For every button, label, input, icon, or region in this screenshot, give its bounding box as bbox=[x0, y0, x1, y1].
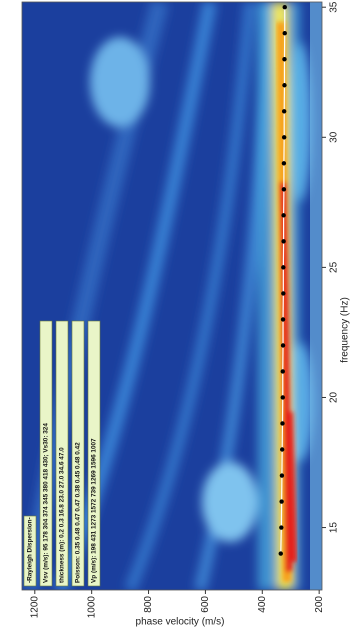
data-point bbox=[282, 187, 286, 191]
data-point bbox=[281, 213, 285, 217]
data-point bbox=[279, 499, 283, 503]
page: {"chart_data": { "type": "scatter", "x_l… bbox=[0, 0, 354, 642]
data-point bbox=[282, 57, 286, 61]
data-point bbox=[279, 525, 283, 529]
y-tick-label: 400 bbox=[257, 596, 268, 613]
data-point bbox=[281, 291, 285, 295]
data-point bbox=[279, 551, 283, 555]
y-axis-title: phase velocity (m/s) bbox=[136, 617, 225, 628]
x-tick-label: 20 bbox=[329, 391, 340, 403]
data-point bbox=[281, 317, 285, 321]
data-point bbox=[283, 5, 287, 9]
rotated-frame: -Rayleigh Dispersion- Vsv (m/s): 95 178 3… bbox=[22, 1, 351, 627]
y-tick-label: 800 bbox=[143, 596, 154, 613]
data-point bbox=[281, 395, 285, 399]
data-point bbox=[282, 135, 286, 139]
data-point bbox=[281, 369, 285, 373]
legend-text: thickness (m): 0.2 0.3 16.8 23.0 27.0 34… bbox=[59, 447, 66, 583]
y-tick-label: 1000 bbox=[86, 596, 97, 619]
x-axis-title: frequency (Hz) bbox=[340, 297, 351, 363]
data-point bbox=[282, 109, 286, 113]
x-tick-label: 15 bbox=[329, 522, 340, 534]
data-point bbox=[282, 83, 286, 87]
x-tick-label: 35 bbox=[329, 1, 340, 13]
data-point bbox=[283, 31, 287, 35]
legend-text: Vp (m/s): 198 431 1273 1572 739 1269 159… bbox=[91, 438, 98, 583]
legend-text: -Rayleigh Dispersion- bbox=[27, 517, 34, 583]
x-tick-label: 30 bbox=[329, 131, 340, 143]
data-point bbox=[281, 265, 285, 269]
y-tick-label: 200 bbox=[314, 596, 325, 613]
data-point bbox=[280, 473, 284, 477]
data-point bbox=[282, 161, 286, 165]
chart: -Rayleigh Dispersion- Vsv (m/s): 95 178 3… bbox=[0, 0, 354, 642]
data-point bbox=[280, 421, 284, 425]
y-tick-label: 600 bbox=[200, 596, 211, 613]
data-point bbox=[280, 447, 284, 451]
legend-text: Poisson: 0.35 0.48 0.47 0.47 0.38 0.45 0… bbox=[75, 442, 82, 583]
data-point bbox=[281, 343, 285, 347]
y-tick-label: 1200 bbox=[29, 596, 40, 619]
legend-text: Vsv (m/s): 95 178 304 374 345 380 418 43… bbox=[43, 423, 50, 583]
x-tick-label: 25 bbox=[329, 261, 340, 273]
data-point bbox=[281, 239, 285, 243]
